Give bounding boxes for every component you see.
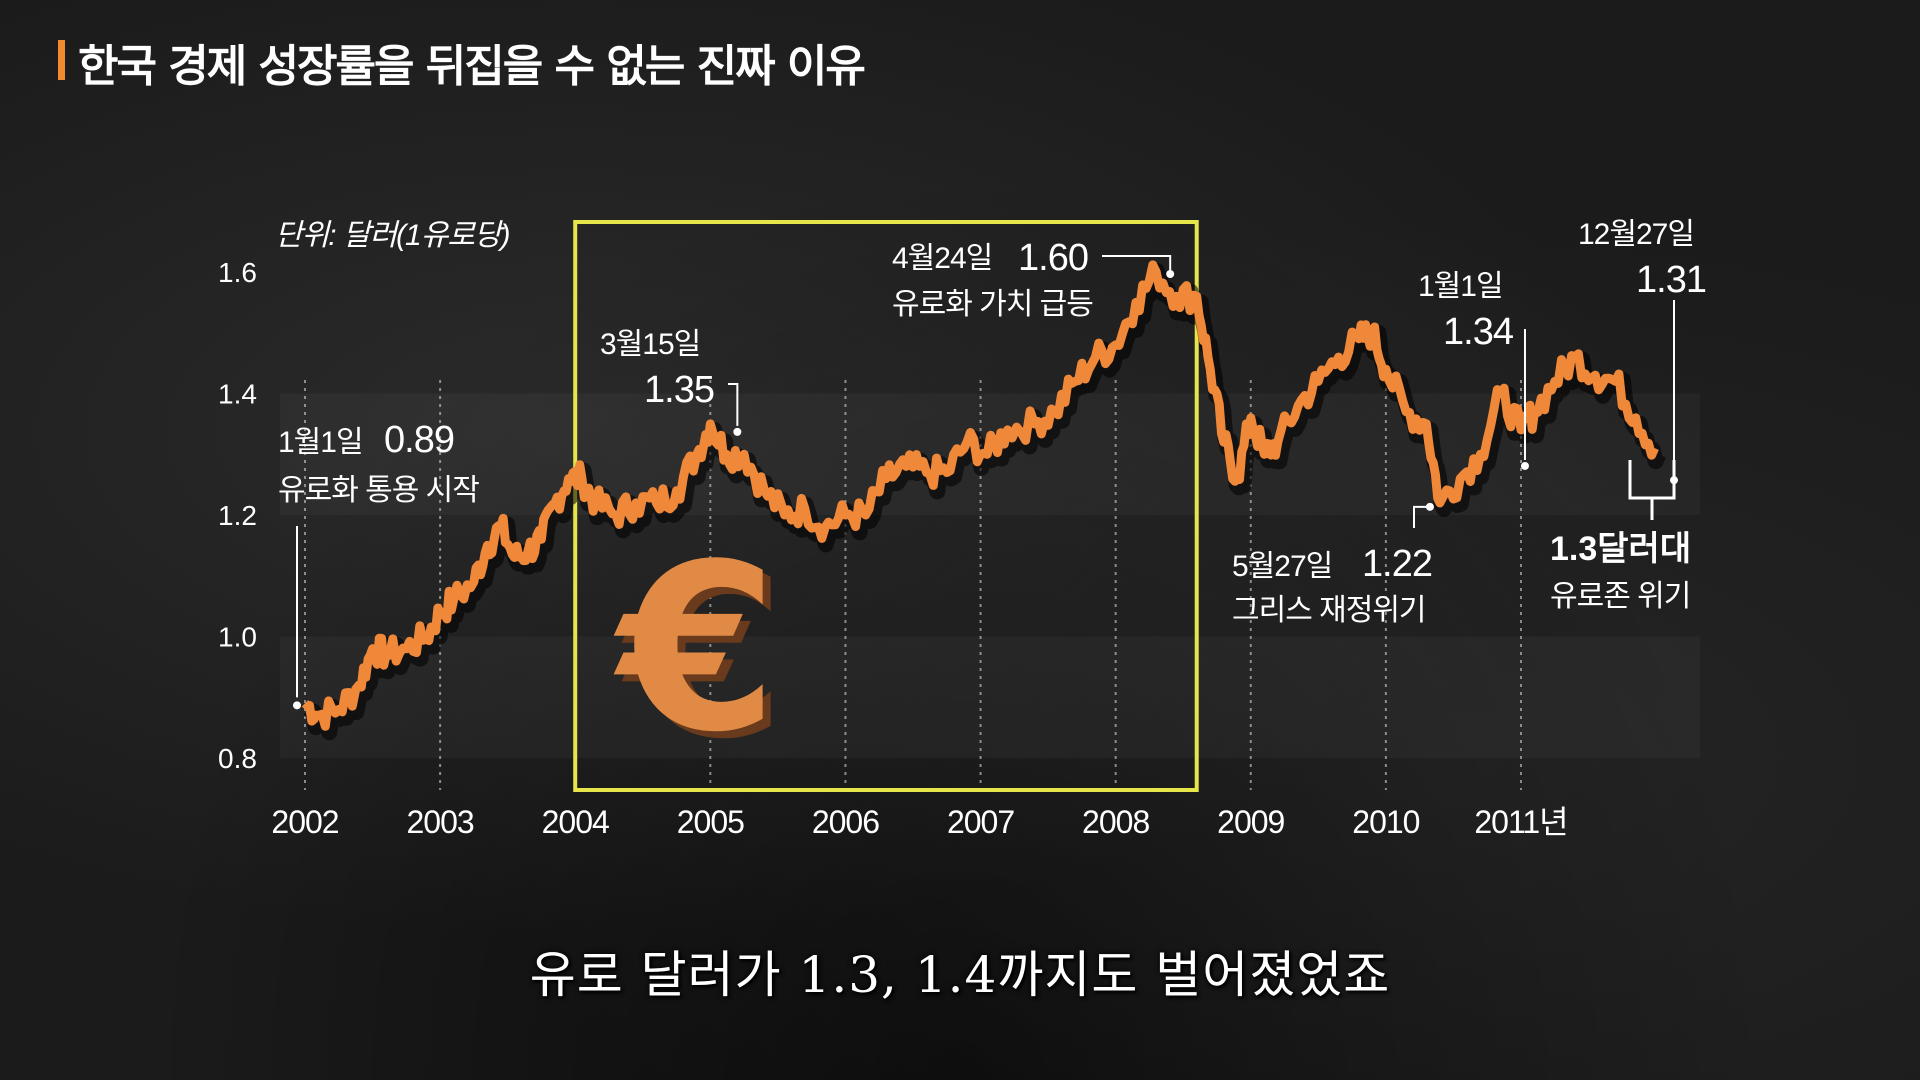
x-tick-label: 2004 <box>542 804 609 840</box>
annotation-leader <box>1102 255 1172 270</box>
unit-label: 단위: 달러(1유로당) <box>275 219 510 252</box>
x-tick-label: 2003 <box>407 804 474 840</box>
page-title: 한국 경제 성장률을 뒤집을 수 없는 진짜 이유 <box>78 41 866 92</box>
annotation-leader <box>728 383 739 426</box>
x-tick-label: 2009 <box>1217 804 1284 840</box>
annotation-value: 1.34 <box>1443 311 1514 353</box>
annotation-date: 4월24일 <box>892 242 992 275</box>
highlight-box <box>573 220 1199 792</box>
annotation-date: 3월15일 <box>600 328 700 361</box>
annotation-value: 1.35 <box>644 369 714 411</box>
annotation-date: 1월1일 <box>278 426 363 459</box>
subtitle-caption: 유로 달러가 1.3, 1.4까지도 벌어졌었죠 <box>529 946 1391 1004</box>
annotation-marker <box>1520 461 1529 470</box>
y-tick-label: 1.6 <box>218 257 257 288</box>
annotation-date: 5월27일 <box>1232 550 1332 583</box>
x-tick-label: 2005 <box>677 804 744 840</box>
euro-symbol-glyph: € <box>613 516 778 783</box>
annotation-note: 그리스 재정위기 <box>1232 594 1426 627</box>
chart-annotations: 1월1일 0.89 유로화 통용 시작 3월15일 1.35 4월24일 1.60 유로화 가… <box>278 218 1707 710</box>
x-axis-ticks: 2002 2003 2004 2005 2006 2007 2008 2009 2010 2011… <box>271 804 1568 840</box>
y-tick-label: 0.8 <box>218 743 257 774</box>
header-accent-bar <box>58 40 65 80</box>
annotation-note: 유로화 통용 시작 <box>278 474 479 507</box>
x-tick-label: 2007 <box>947 804 1014 840</box>
y-tick-label: 1.2 <box>218 500 257 531</box>
bracket-note: 유로존 위기 <box>1550 580 1690 613</box>
euro-symbol: €€ <box>613 516 786 790</box>
x-tick-label: 2006 <box>812 804 879 840</box>
y-tick-label: 1.4 <box>218 379 257 410</box>
annotation-marker <box>1166 270 1175 278</box>
annotation-value: 1.22 <box>1362 543 1432 585</box>
bracket-value: 1.3달러대 <box>1550 530 1691 568</box>
x-tick-label: 2002 <box>271 804 338 840</box>
euro-symbol-shadow: € <box>621 523 786 790</box>
annotation-note: 유로화 가치 급등 <box>892 288 1093 321</box>
background-band <box>280 637 1700 759</box>
y-tick-label: 1.0 <box>218 622 257 653</box>
annotation-leader <box>1413 505 1430 528</box>
annotation-value: 1.60 <box>1018 237 1088 279</box>
annotation-marker <box>733 427 742 436</box>
annotation-value: 0.89 <box>384 419 454 461</box>
annotation-marker <box>293 701 301 710</box>
annotation-value: 1.31 <box>1636 259 1706 301</box>
y-axis-ticks: 0.8 1.0 1.2 1.4 1.6 <box>218 257 257 774</box>
x-tick-label: 2010 <box>1352 804 1419 840</box>
annotation-leader <box>1523 329 1526 460</box>
x-tick-label: 2008 <box>1082 804 1149 840</box>
x-tick-label: 2011년 <box>1474 804 1567 840</box>
series-line-eur-usd <box>301 260 1659 731</box>
annotation-date: 12월27일 <box>1578 218 1694 251</box>
annotation-date: 1월1일 <box>1418 270 1503 303</box>
